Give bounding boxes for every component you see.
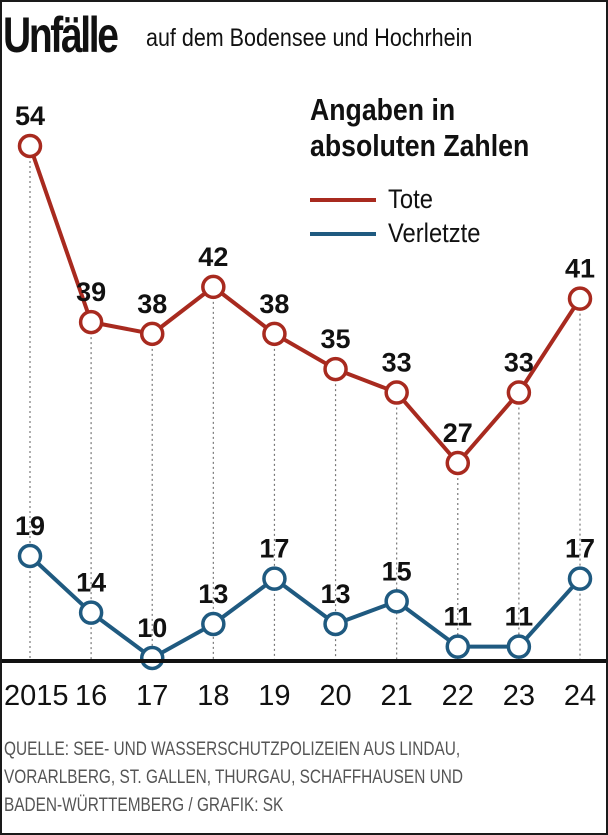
source-line: QUELLE: SEE- UND WASSERSCHUTZPOLIZEIEN A… [4, 739, 461, 760]
data-label: 13 [198, 579, 228, 609]
data-point [445, 450, 471, 476]
legend-line-verletzte [310, 232, 376, 236]
data-label: 33 [504, 348, 534, 378]
x-tick-label: 16 [75, 680, 107, 712]
chart-subtitle: auf dem Bodensee und Hochrhein [146, 24, 473, 52]
x-tick-label: 17 [136, 680, 168, 712]
data-label: 19 [15, 511, 45, 541]
data-point [567, 286, 593, 311]
data-point [262, 566, 287, 591]
data-label: 54 [15, 101, 45, 131]
legend-label-verletzte: Verletzte [388, 218, 481, 248]
data-label: 38 [137, 289, 167, 319]
data-label: 11 [505, 602, 534, 632]
data-label: 39 [76, 277, 106, 307]
data-point [78, 309, 104, 335]
data-label: 27 [443, 418, 473, 448]
data-label: 35 [321, 324, 351, 354]
data-point [506, 634, 532, 659]
data-point [139, 645, 165, 671]
data-point [17, 133, 43, 159]
title-main: Unfälle [3, 7, 119, 63]
data-point [139, 321, 165, 347]
data-label: 15 [382, 556, 412, 586]
data-point [445, 634, 471, 659]
data-point [323, 356, 348, 382]
source-line: VORARLBERG, ST. GALLEN, THURGAU, SCHAFFH… [4, 767, 463, 788]
series-line-tote [28, 144, 582, 465]
data-point [201, 611, 226, 637]
data-label: 17 [565, 534, 595, 564]
x-tick-label: 2015 [4, 680, 69, 712]
legend-label-tote: Tote [388, 184, 433, 214]
x-tick-label: 22 [442, 680, 474, 712]
data-label: 42 [198, 242, 228, 272]
data-label: 17 [259, 534, 289, 564]
data-point [567, 566, 593, 591]
data-point [17, 543, 43, 569]
x-tick-label: 18 [197, 680, 229, 712]
data-point [201, 274, 226, 300]
x-tick-label: 21 [381, 680, 413, 712]
data-point [506, 380, 532, 405]
data-label: 41 [565, 254, 595, 284]
x-tick-label: 23 [503, 680, 535, 712]
data-point [384, 380, 409, 405]
data-label: 14 [76, 568, 106, 598]
data-point [323, 611, 348, 637]
x-tick-label: 20 [319, 680, 351, 712]
legend-line-tote [310, 198, 376, 202]
data-label: 13 [321, 579, 351, 609]
data-label: 33 [382, 348, 412, 378]
source-note: QUELLE: SEE- UND WASSERSCHUTZPOLIZEIEN A… [4, 736, 571, 820]
series-line-verletzte [28, 554, 582, 660]
source-line: BADEN-WÜRTTEMBERG / GRAFIK: SK [4, 795, 284, 816]
legend-title: Angaben in absoluten Zahlen [310, 92, 530, 163]
chart-title: Unfälle [3, 8, 149, 62]
data-point [262, 321, 287, 347]
data-label: 38 [259, 289, 289, 319]
x-tick-label: 24 [564, 680, 596, 712]
data-point [78, 600, 104, 625]
data-label: 10 [137, 613, 167, 643]
data-label: 11 [444, 602, 473, 632]
data-point [384, 589, 409, 614]
x-tick-label: 19 [258, 680, 290, 712]
